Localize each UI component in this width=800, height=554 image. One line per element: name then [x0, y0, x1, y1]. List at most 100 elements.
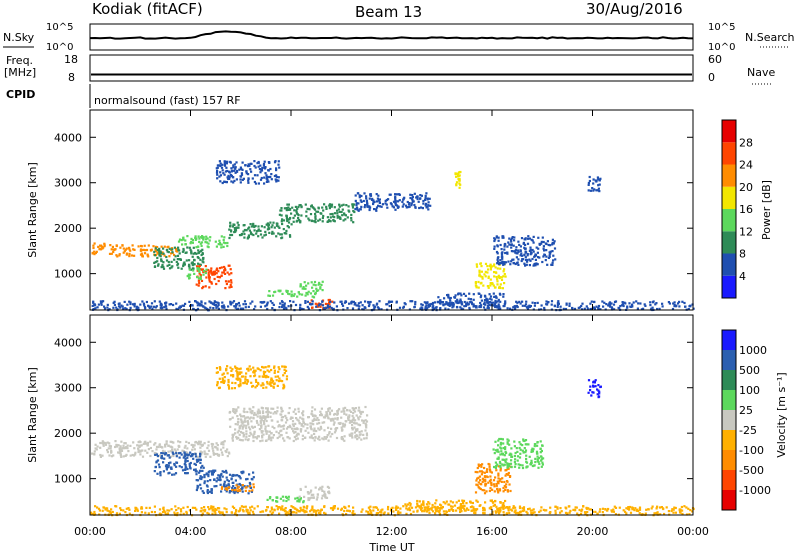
- velocity-cell: [191, 444, 194, 447]
- velocity-cell: [191, 454, 194, 457]
- power-cell: [290, 223, 293, 226]
- power-cell: [339, 217, 342, 220]
- velocity-cell: [425, 503, 429, 506]
- power-cell: [243, 229, 246, 232]
- velocity-cell: [533, 464, 536, 467]
- power-cell: [486, 306, 489, 309]
- velocity-cell: [173, 464, 176, 467]
- power-cell: [336, 216, 339, 219]
- power-cell: [455, 184, 458, 187]
- power-cell: [430, 302, 433, 306]
- velocity-cell: [500, 452, 504, 455]
- velocity-cell: [245, 382, 248, 385]
- nsky-series-line: [89, 30, 694, 40]
- power-cell: [188, 263, 191, 266]
- power-cell: [244, 306, 247, 309]
- power-cell: [129, 249, 132, 252]
- power-cell: [413, 203, 416, 207]
- velocity-cell: [242, 471, 245, 474]
- power-cell: [377, 194, 380, 197]
- velocity-colorbar-swatch: [722, 470, 736, 490]
- velocity-cell: [223, 480, 226, 483]
- velocity-cell: [219, 483, 222, 486]
- velocity-heatmap: [90, 365, 695, 517]
- velocity-cell: [320, 427, 323, 430]
- velocity-cell: [310, 496, 313, 499]
- velocity-cell: [504, 469, 507, 472]
- velocity-cell: [474, 509, 478, 512]
- velocity-cell: [328, 432, 331, 435]
- power-cell: [315, 287, 318, 290]
- power-cell: [318, 218, 322, 221]
- power-cell: [278, 306, 281, 309]
- velocity-cell: [104, 442, 107, 445]
- velocity-cell: [504, 447, 507, 451]
- velocity-cell: [280, 425, 283, 428]
- velocity-cell: [99, 453, 102, 457]
- velocity-cell: [242, 415, 245, 418]
- velocity-cell: [276, 436, 279, 440]
- power-cell: [163, 245, 166, 248]
- power-cell: [484, 270, 487, 273]
- velocity-cell: [524, 449, 528, 452]
- power-cell: [409, 193, 412, 196]
- velocity-cell: [219, 511, 222, 514]
- velocity-cell: [221, 513, 225, 516]
- velocity-cell: [186, 467, 189, 471]
- velocity-cell: [210, 507, 213, 510]
- velocity-cell: [638, 508, 641, 511]
- velocity-cell: [231, 416, 234, 419]
- velocity-cell: [253, 374, 257, 377]
- power-cell: [153, 250, 156, 253]
- power-cell: [269, 167, 272, 171]
- power-cell: [224, 242, 227, 245]
- velocity-cell: [248, 485, 251, 488]
- velocity-cell: [198, 471, 201, 474]
- velocity-cell: [230, 369, 233, 372]
- power-cell: [425, 192, 428, 195]
- power-cell: [285, 232, 288, 235]
- power-cell: [414, 205, 417, 209]
- power-cell: [201, 252, 204, 255]
- power-cell: [524, 264, 527, 267]
- power-cell: [253, 229, 256, 232]
- power-cell: [350, 213, 353, 216]
- velocity-cell: [307, 431, 310, 434]
- power-cell: [488, 303, 491, 307]
- power-cell: [331, 308, 335, 311]
- velocity-cell: [177, 452, 181, 455]
- velocity-cell: [117, 444, 120, 447]
- velocity-cell: [681, 509, 684, 512]
- power-cell: [502, 261, 505, 264]
- power-cell: [433, 301, 437, 304]
- velocity-cell: [251, 510, 255, 513]
- power-cell: [235, 169, 238, 173]
- power-cell: [295, 212, 299, 215]
- velocity-cell: [247, 492, 250, 495]
- velocity-cell: [218, 507, 221, 510]
- velocity-cell: [222, 483, 226, 486]
- velocity-cell: [462, 502, 465, 505]
- velocity-cell: [513, 460, 516, 464]
- velocity-cell: [91, 452, 94, 455]
- velocity-cell: [102, 443, 105, 446]
- velocity-cell: [294, 438, 298, 441]
- power-cell: [347, 205, 350, 208]
- power-cell: [215, 272, 218, 275]
- velocity-cell: [215, 367, 219, 370]
- power-cell: [243, 224, 246, 227]
- velocity-cell: [236, 431, 239, 434]
- velocity-cell: [504, 474, 507, 477]
- x-tick-label: 00:00: [677, 525, 709, 538]
- velocity-cell: [138, 450, 141, 453]
- power-cell: [420, 206, 423, 209]
- power-cell: [469, 298, 472, 301]
- velocity-cell: [485, 490, 488, 493]
- power-cell: [201, 268, 205, 271]
- power-cell: [540, 304, 543, 307]
- power-cell: [528, 304, 531, 307]
- velocity-cell: [247, 369, 250, 372]
- velocity-cell: [592, 385, 595, 388]
- power-cell: [517, 258, 520, 261]
- power-cell: [313, 207, 316, 210]
